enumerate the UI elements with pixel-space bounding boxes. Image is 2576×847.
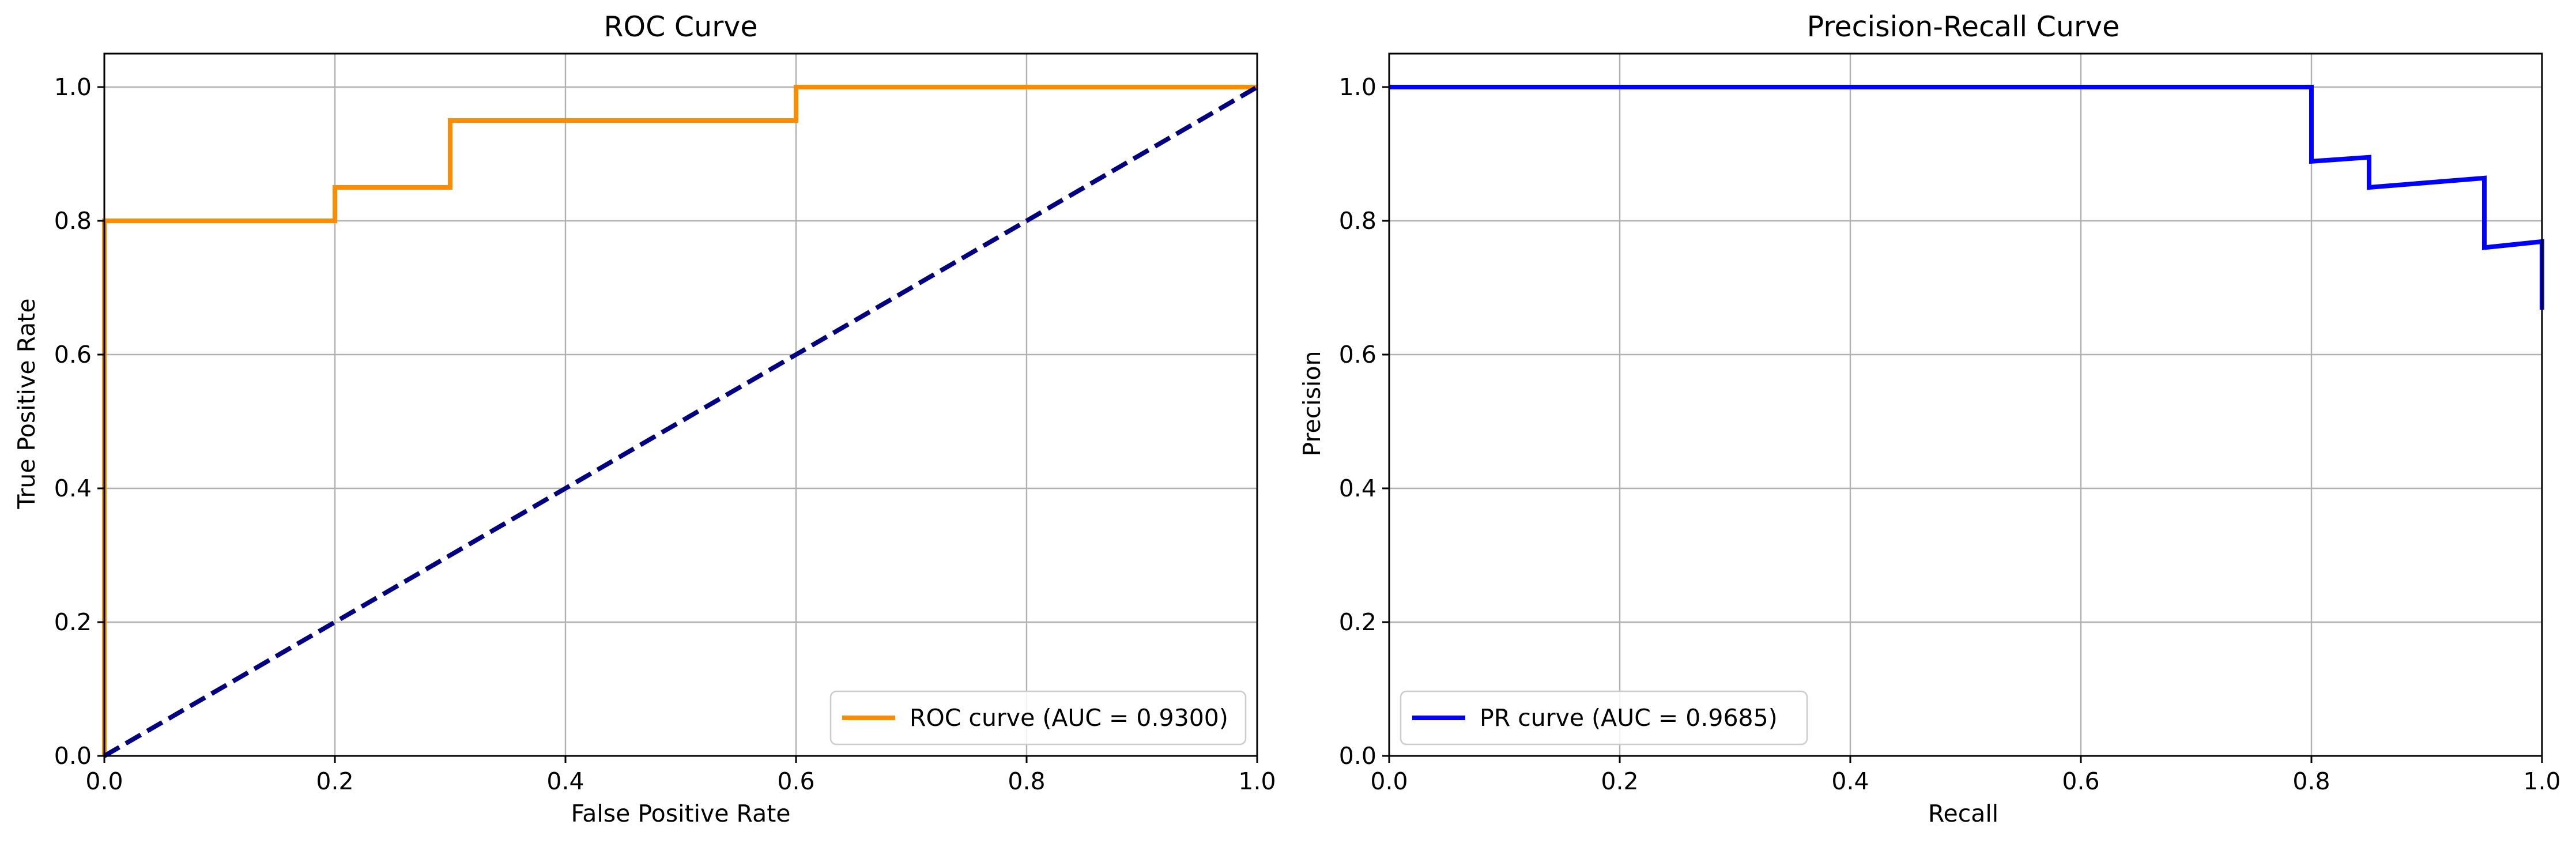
roc-y-tick-label-0: 0.0 <box>54 742 92 770</box>
pr-legend <box>1400 690 1808 746</box>
pr-x-tick-label-0: 0.0 <box>1370 767 1408 795</box>
roc-legend-label-0: ROC curve (AUC = 0.9300) <box>910 704 1228 732</box>
roc-y-tick-label-5: 1.0 <box>54 73 92 101</box>
roc-x-tick-label-5: 1.0 <box>1238 767 1276 795</box>
roc-y-tick-label-3: 0.6 <box>54 341 92 368</box>
pr-plot-frame <box>1388 52 2543 757</box>
pr-panel: Precision-Recall Curve Recall Precision … <box>1298 10 2561 827</box>
pr-series-line-0 <box>1389 85 2544 310</box>
roc-x-tick-label-4: 0.8 <box>1008 767 1045 795</box>
pr-x-tick-label-2: 0.4 <box>1831 767 1869 795</box>
roc-legend <box>829 690 1247 746</box>
roc-x-axis-label: False Positive Rate <box>571 800 790 827</box>
roc-y-tick-label-4: 0.8 <box>54 207 92 235</box>
pr-title: Precision-Recall Curve <box>1807 10 2120 43</box>
pr-y-tick-label-2: 0.4 <box>1339 475 1376 502</box>
roc-y-tick-label-2: 0.4 <box>54 475 92 502</box>
pr-y-axis-label: Precision <box>1298 351 1326 457</box>
roc-x-tick-label-1: 0.2 <box>316 767 353 795</box>
pr-legend-label-0: PR curve (AUC = 0.9685) <box>1480 704 1778 732</box>
roc-panel: ROC Curve False Positive Rate True Posit… <box>13 10 1276 827</box>
roc-plot-frame <box>103 52 1258 757</box>
roc-series-line-0 <box>102 85 1257 756</box>
pr-x-tick-label-5: 1.0 <box>2523 767 2560 795</box>
roc-y-axis-label: True Positive Rate <box>13 298 40 509</box>
roc-x-tick-label-2: 0.4 <box>546 767 584 795</box>
pr-y-tick-label-0: 0.0 <box>1339 742 1376 770</box>
roc-title: ROC Curve <box>604 10 758 43</box>
pr-y-tick-label-1: 0.2 <box>1339 608 1376 636</box>
pr-x-tick-label-3: 0.6 <box>2062 767 2099 795</box>
roc-x-tick-label-3: 0.6 <box>777 767 814 795</box>
pr-y-tick-label-5: 1.0 <box>1339 73 1376 101</box>
pr-x-axis-label: Recall <box>1928 800 1998 827</box>
pr-y-tick-label-4: 0.8 <box>1339 207 1376 235</box>
pr-x-tick-label-4: 0.8 <box>2292 767 2330 795</box>
roc-x-tick-label-0: 0.0 <box>85 767 123 795</box>
pr-y-tick-label-3: 0.6 <box>1339 341 1376 368</box>
pr-x-tick-label-1: 0.2 <box>1601 767 1638 795</box>
roc-y-tick-label-1: 0.2 <box>54 608 92 636</box>
